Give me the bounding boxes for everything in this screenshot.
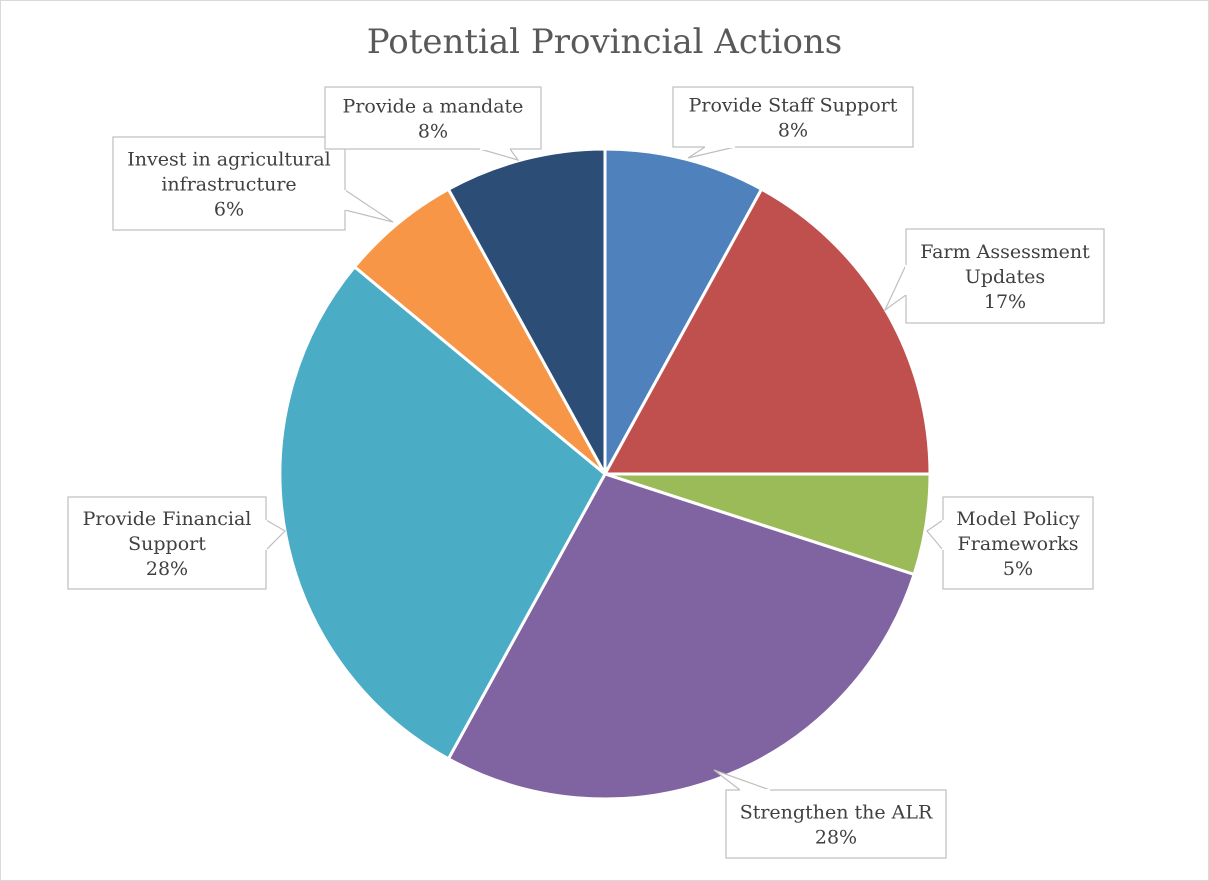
callout-pointer bbox=[926, 518, 944, 552]
pie-slice-provide-staff-support bbox=[603, 147, 764, 475]
data-label-model-policy-frameworks: Model Policy Frameworks 5% bbox=[926, 496, 1094, 590]
callout-box bbox=[324, 86, 542, 150]
data-label-percent: 8% bbox=[418, 121, 448, 143]
data-label-strengthen-the-alr: Strengthen the ALR 28% bbox=[713, 769, 947, 859]
data-label-category: Provide Staff Support bbox=[689, 95, 898, 117]
callout-box bbox=[672, 86, 914, 148]
data-label-provide-staff-support: Provide Staff Support 8% bbox=[672, 86, 914, 159]
data-label-category: Invest in agricultural bbox=[127, 149, 330, 171]
callout-box bbox=[67, 496, 267, 590]
data-label-provide-financial-support: Provide Financial Support 28% bbox=[67, 496, 286, 590]
callout-pointer bbox=[265, 518, 286, 552]
callout-pointer bbox=[479, 148, 520, 162]
data-label-category: Frameworks bbox=[958, 533, 1079, 555]
data-label-category: Provide Financial bbox=[83, 508, 252, 530]
callout-box bbox=[112, 136, 346, 231]
data-label-percent: 17% bbox=[984, 291, 1026, 313]
pie-slice-invest-in-agricultural-infrastructure bbox=[352, 187, 607, 476]
data-label-provide-a-mandate: Provide a mandate 8% bbox=[324, 86, 542, 162]
callout-pointer bbox=[344, 188, 394, 223]
data-label-percent: 5% bbox=[1003, 558, 1033, 580]
data-label-category: Support bbox=[128, 533, 206, 555]
data-label-farm-assessment-updates: Farm Assessment Updates 17% bbox=[883, 228, 1105, 324]
data-label-percent: 8% bbox=[778, 120, 808, 142]
data-label-category: Model Policy bbox=[956, 508, 1080, 530]
callout-pointer bbox=[713, 769, 771, 791]
data-label-category: Updates bbox=[965, 266, 1045, 288]
pie-slice-farm-assessment-updates bbox=[602, 187, 932, 476]
data-label-percent: 28% bbox=[146, 558, 188, 580]
data-label-category: Strengthen the ALR bbox=[740, 802, 933, 824]
data-label-category: infrastructure bbox=[161, 174, 296, 196]
data-label-percent: 28% bbox=[815, 827, 857, 849]
pie-slice-provide-financial-support bbox=[278, 264, 607, 761]
callout-box bbox=[905, 228, 1105, 324]
data-label-invest-in-agricultural-infrastructure: Invest in agricultural infrastructure 6% bbox=[112, 136, 394, 231]
data-label-category: Farm Assessment bbox=[920, 241, 1090, 263]
callout-pointer bbox=[687, 146, 736, 159]
chart-title: Potential Provincial Actions bbox=[366, 22, 843, 62]
data-label-category: Provide a mandate bbox=[343, 96, 524, 118]
callouts-layer: Provide Staff Support 8% Farm Assessment Up… bbox=[67, 86, 1105, 859]
callout-box bbox=[725, 789, 947, 859]
callout-box bbox=[942, 496, 1094, 590]
pie-slice-provide-a-mandate bbox=[446, 147, 607, 475]
callout-pointer bbox=[883, 264, 907, 312]
slices-layer bbox=[278, 147, 932, 801]
data-label-percent: 6% bbox=[214, 199, 244, 221]
